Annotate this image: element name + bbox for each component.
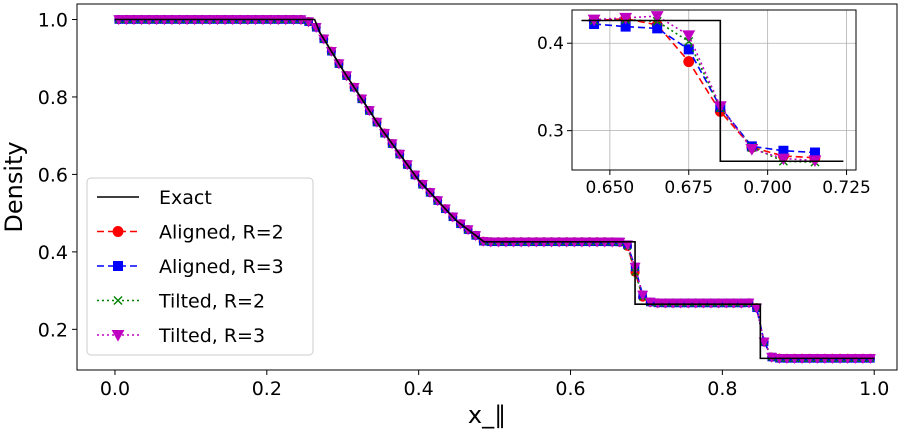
y-tick-label: 0.2 <box>38 319 68 341</box>
data-point <box>652 298 664 309</box>
inset-data-point <box>682 30 696 42</box>
legend-label: Exact <box>159 187 212 209</box>
legend-marker <box>111 330 125 342</box>
inset-data-point <box>619 12 633 25</box>
inset-x-tick-label: 0.675 <box>664 178 713 198</box>
legend: Exact Aligned, R=2 Aligned, R=3 Tilted, R=2… <box>86 177 314 356</box>
y-axis-label: Density <box>0 141 28 232</box>
data-point <box>621 240 633 251</box>
x-tick-label: 0.2 <box>252 378 282 400</box>
legend-label: Tilted, R=3 <box>158 325 265 347</box>
legend-marker <box>112 226 124 237</box>
inset-data-point <box>650 11 664 23</box>
inset-x-tick-label: 0.700 <box>743 178 792 198</box>
legend-item: Aligned, R=3 <box>97 256 284 278</box>
y-tick-label: 1.0 <box>38 9 68 31</box>
legend-label: Tilted, R=2 <box>158 291 265 313</box>
legend-label: Aligned, R=3 <box>159 256 284 278</box>
data-point <box>644 297 656 308</box>
inset-data-point <box>745 144 759 156</box>
x-tick-label: 0.8 <box>707 378 737 400</box>
x-tick-label: 0.6 <box>555 378 585 400</box>
legend-marker <box>113 295 123 306</box>
legend-item: Tilted, R=3 <box>97 325 265 347</box>
inset-y-tick-label: 0.4 <box>537 34 564 54</box>
legend-item: Aligned, R=2 <box>97 222 284 244</box>
legend-label: Aligned, R=2 <box>159 222 284 244</box>
data-point <box>758 337 770 348</box>
inset-series-line <box>594 15 816 162</box>
inset-x-tick-label: 0.725 <box>822 178 871 198</box>
x-axis-label: x_∥ <box>468 401 506 429</box>
x-tick-label: 0.4 <box>404 378 434 400</box>
legend-item: Tilted, R=2 <box>97 291 265 313</box>
data-point <box>743 298 755 309</box>
inset-data-point <box>683 56 695 68</box>
y-tick-label: 0.6 <box>38 164 68 186</box>
inset-x-tick-label: 0.650 <box>586 178 635 198</box>
inset-plot: 0.650 0.675 0.700 0.725 0.3 0.4 <box>537 9 871 198</box>
data-point <box>766 352 778 363</box>
y-tick-label: 0.4 <box>38 242 68 264</box>
inset-data-point <box>683 44 694 55</box>
y-tick-label: 0.8 <box>38 87 68 109</box>
legend-item: Exact <box>97 187 212 209</box>
inset-y-tick-label: 0.3 <box>537 122 564 142</box>
series-exact-line <box>114 18 875 360</box>
inset-series-line <box>594 23 816 154</box>
x-tick-label: 1.0 <box>859 378 889 400</box>
inset-background <box>572 10 856 170</box>
legend-box <box>86 177 314 356</box>
inset-frame <box>571 9 857 171</box>
legend-marker <box>113 261 123 271</box>
data-point <box>637 290 649 301</box>
inset-data-point <box>652 23 663 34</box>
inset-data-point <box>776 153 790 166</box>
x-tick-label: 0.0 <box>100 378 130 400</box>
inset-series-exact-line <box>581 19 844 163</box>
